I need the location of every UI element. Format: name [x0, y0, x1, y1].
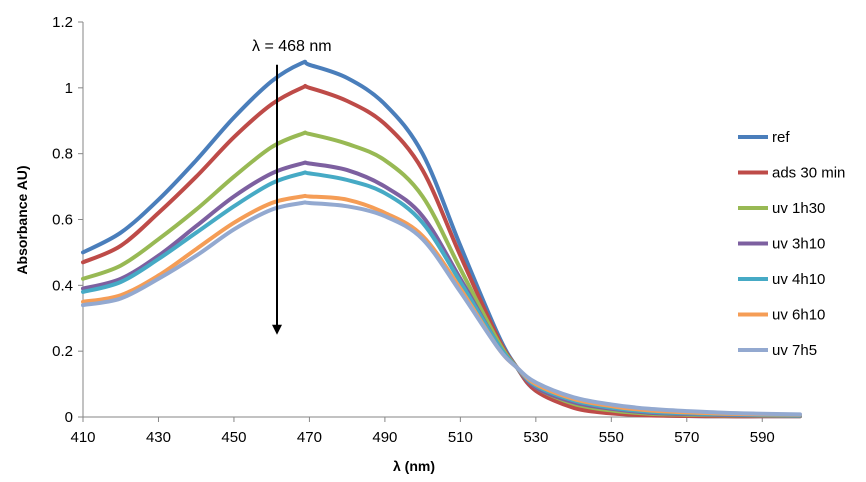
- x-tick-label: 550: [599, 429, 624, 446]
- y-axis-title: Absorbance AU): [14, 165, 30, 274]
- y-tick-label: 0: [65, 409, 73, 426]
- x-tick-label: 570: [674, 429, 699, 446]
- series-lines: [81, 59, 802, 419]
- annotation-label: λ = 468 nm: [252, 38, 332, 55]
- x-tick-label: 410: [70, 429, 95, 446]
- x-tick-label: 430: [146, 429, 171, 446]
- y-tick-label: 1: [65, 80, 73, 97]
- annotation: λ = 468 nm: [252, 38, 332, 335]
- legend-label: uv 7h5: [772, 342, 817, 359]
- x-axis: 410 430 450 470 490 510 530 550 570 590: [70, 416, 800, 446]
- x-tick-label: 530: [523, 429, 548, 446]
- y-tick-label: 0.4: [52, 277, 73, 294]
- series-line-7: [81, 200, 802, 417]
- x-tick-label: 510: [448, 429, 473, 446]
- annotation-arrow-head: [272, 324, 282, 335]
- x-tick-label: 490: [372, 429, 397, 446]
- y-tick-label: 0.8: [52, 146, 73, 163]
- y-tick-label: 0.2: [52, 343, 73, 360]
- x-tick-label: 450: [221, 429, 246, 446]
- legend-label: ref: [772, 129, 790, 146]
- series-line-3: [81, 130, 802, 418]
- x-axis-title: λ (nm): [393, 458, 435, 474]
- x-tick-label: 470: [297, 429, 322, 446]
- y-tick-label: 0.6: [52, 212, 73, 229]
- legend-label: uv 1h30: [772, 200, 825, 217]
- y-axis: 0 0.2 0.4 0.6 0.8 1 1.2: [52, 14, 84, 426]
- legend-label: ads 30 min: [772, 165, 845, 182]
- legend-label: uv 4h10: [772, 271, 825, 288]
- legend: ref ads 30 min uv 1h30 uv 3h10 uv 4h10 uv 6h1…: [738, 129, 845, 359]
- legend-label: uv 3h10: [772, 236, 825, 253]
- legend-label: uv 6h10: [772, 307, 825, 324]
- x-tick-label: 590: [750, 429, 775, 446]
- y-tick-label: 1.2: [52, 14, 73, 31]
